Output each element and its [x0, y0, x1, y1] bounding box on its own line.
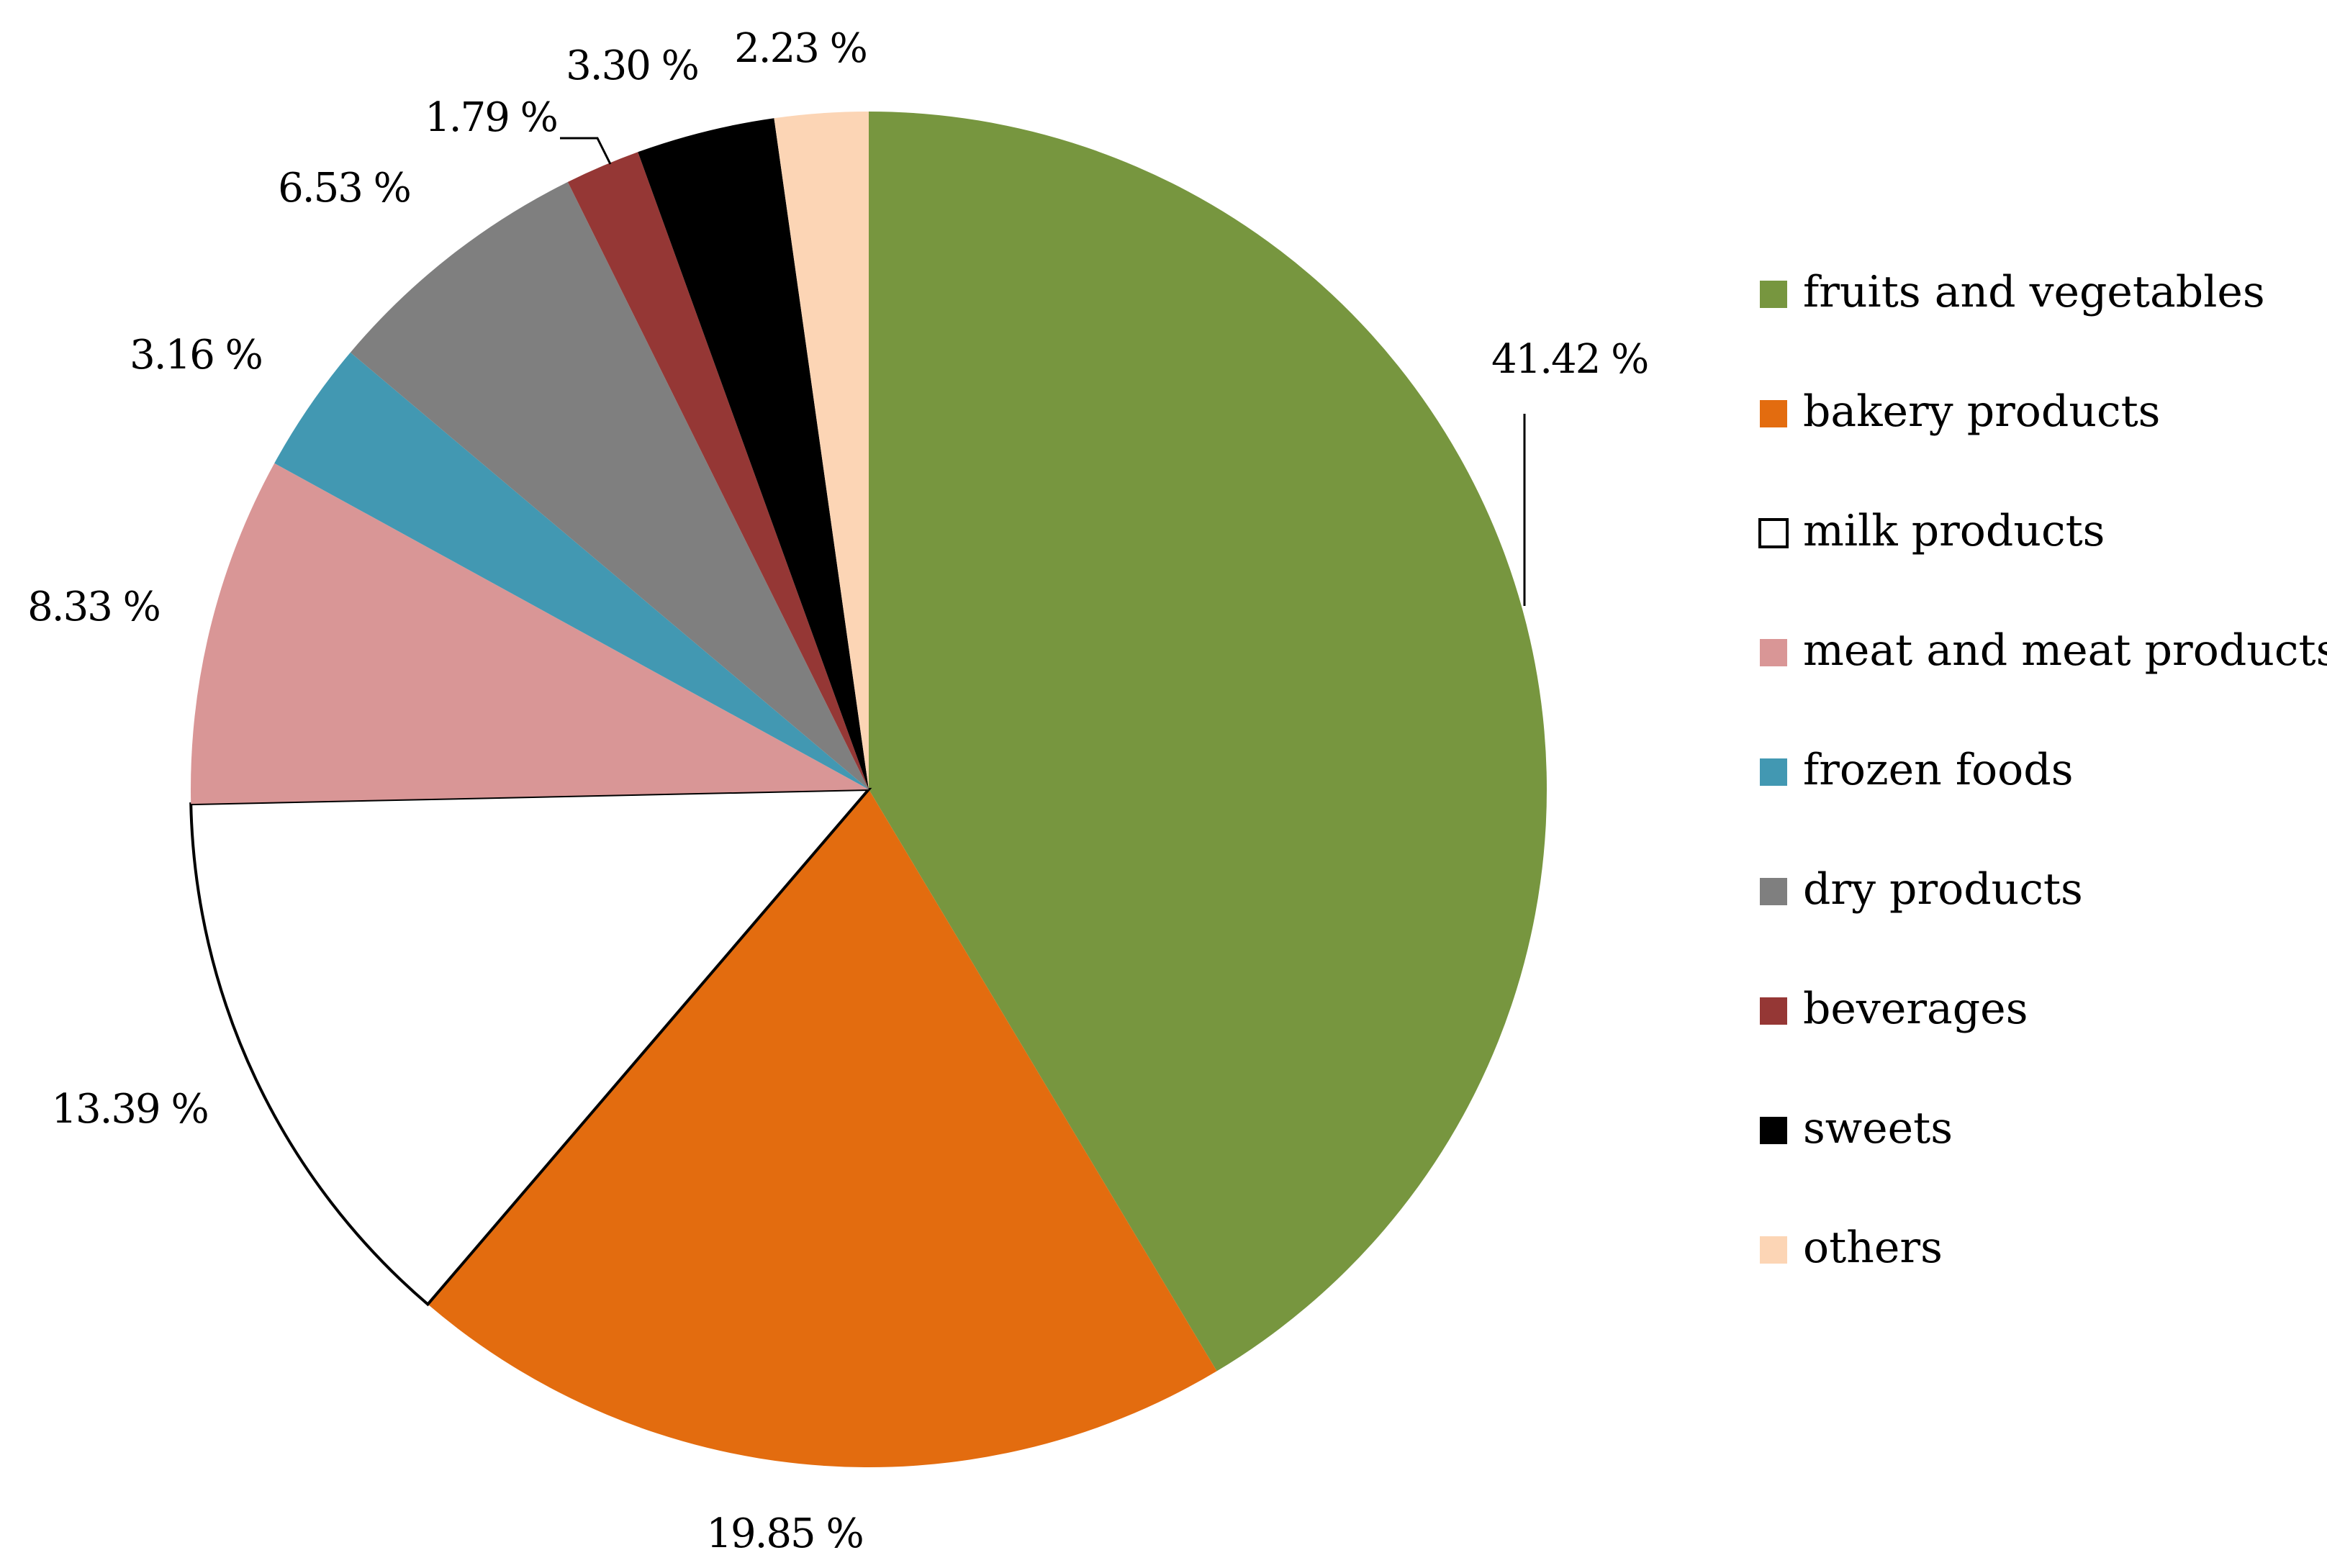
- legend-swatch-dry-products: [1760, 878, 1787, 905]
- data-label-beverages: 1.79 %: [425, 94, 557, 141]
- legend-label-meat-and-meat-products: meat and meat products: [1803, 625, 2327, 676]
- data-label-meat-and-meat-products: 8.33 %: [27, 584, 160, 630]
- pie-slices: [189, 111, 1547, 1468]
- data-label-bakery-products: 19.85 %: [706, 1510, 862, 1557]
- legend-swatch-sweets: [1760, 1117, 1787, 1144]
- data-label-others: 2.23 %: [734, 25, 867, 72]
- legend-swatch-others: [1760, 1236, 1787, 1264]
- legend: fruits and vegetables bakery products milk…: [1758, 267, 2327, 1273]
- legend-swatch-fruits-and-vegetables: [1760, 281, 1787, 308]
- legend-label-milk-products: milk products: [1803, 506, 2105, 556]
- pie-slice-fruits-and-vegetables: [869, 112, 1547, 1372]
- pie-slice-frozen-foods: [274, 352, 869, 790]
- legend-label-sweets: sweets: [1803, 1103, 1953, 1154]
- leader-line-beverages: [560, 137, 612, 165]
- pie-slice-beverages: [567, 152, 869, 790]
- legend-swatch-bakery-products: [1760, 400, 1787, 427]
- data-label-frozen-foods: 3.16 %: [130, 332, 262, 379]
- legend-label-others: others: [1803, 1223, 1943, 1273]
- legend-swatch-meat-and-meat-products: [1760, 639, 1787, 666]
- data-label-sweets: 3.30 %: [566, 42, 698, 89]
- legend-label-frozen-foods: frozen foods: [1803, 745, 2074, 795]
- legend-label-dry-products: dry products: [1803, 864, 2083, 915]
- pie-slice-others: [774, 111, 869, 789]
- legend-label-fruits-and-vegetables: fruits and vegetables: [1803, 267, 2265, 317]
- legend-swatch-frozen-foods: [1760, 758, 1787, 786]
- leader-lines: [560, 137, 1526, 606]
- pie-slice-dry-products: [350, 181, 869, 789]
- data-label-milk-products: 13.39 %: [51, 1086, 207, 1133]
- slice-labels: 41.42 % 19.85 % 13.39 % 8.33 % 3.16 % 6.53 % 1…: [27, 25, 1649, 1557]
- pie-slice-bakery-products: [428, 789, 1217, 1468]
- legend-label-bakery-products: bakery products: [1803, 386, 2160, 437]
- data-label-fruits-and-vegetables: 41.42 %: [1491, 336, 1648, 383]
- legend-label-beverages: beverages: [1803, 984, 2028, 1034]
- legend-swatch-milk-products: [1758, 518, 1789, 548]
- pie-slice-milk-products: [189, 787, 872, 1307]
- pie-slice-sweets: [638, 118, 869, 790]
- data-label-dry-products: 6.53 %: [278, 165, 410, 212]
- pie-slice-meat-and-meat-products: [190, 463, 869, 805]
- legend-swatch-beverages: [1760, 997, 1787, 1025]
